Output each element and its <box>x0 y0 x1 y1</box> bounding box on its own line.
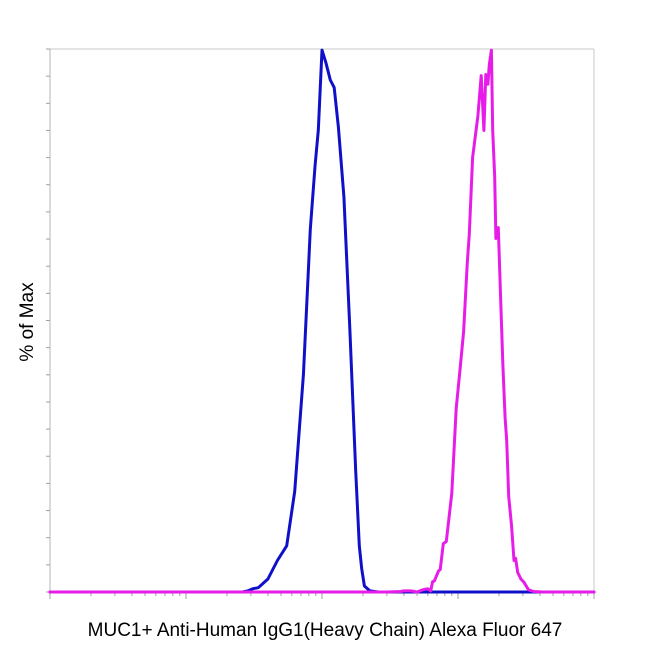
y-axis-label: % of Max <box>17 282 38 362</box>
y-axis-ticks <box>46 48 50 593</box>
series-layer <box>48 48 596 594</box>
series-line-2 <box>48 48 596 594</box>
series-line-1 <box>48 48 596 594</box>
plot-frame <box>49 48 595 593</box>
x-axis-label: MUC1+ Anti-Human IgG1(Heavy Chain) Alexa… <box>88 620 563 641</box>
